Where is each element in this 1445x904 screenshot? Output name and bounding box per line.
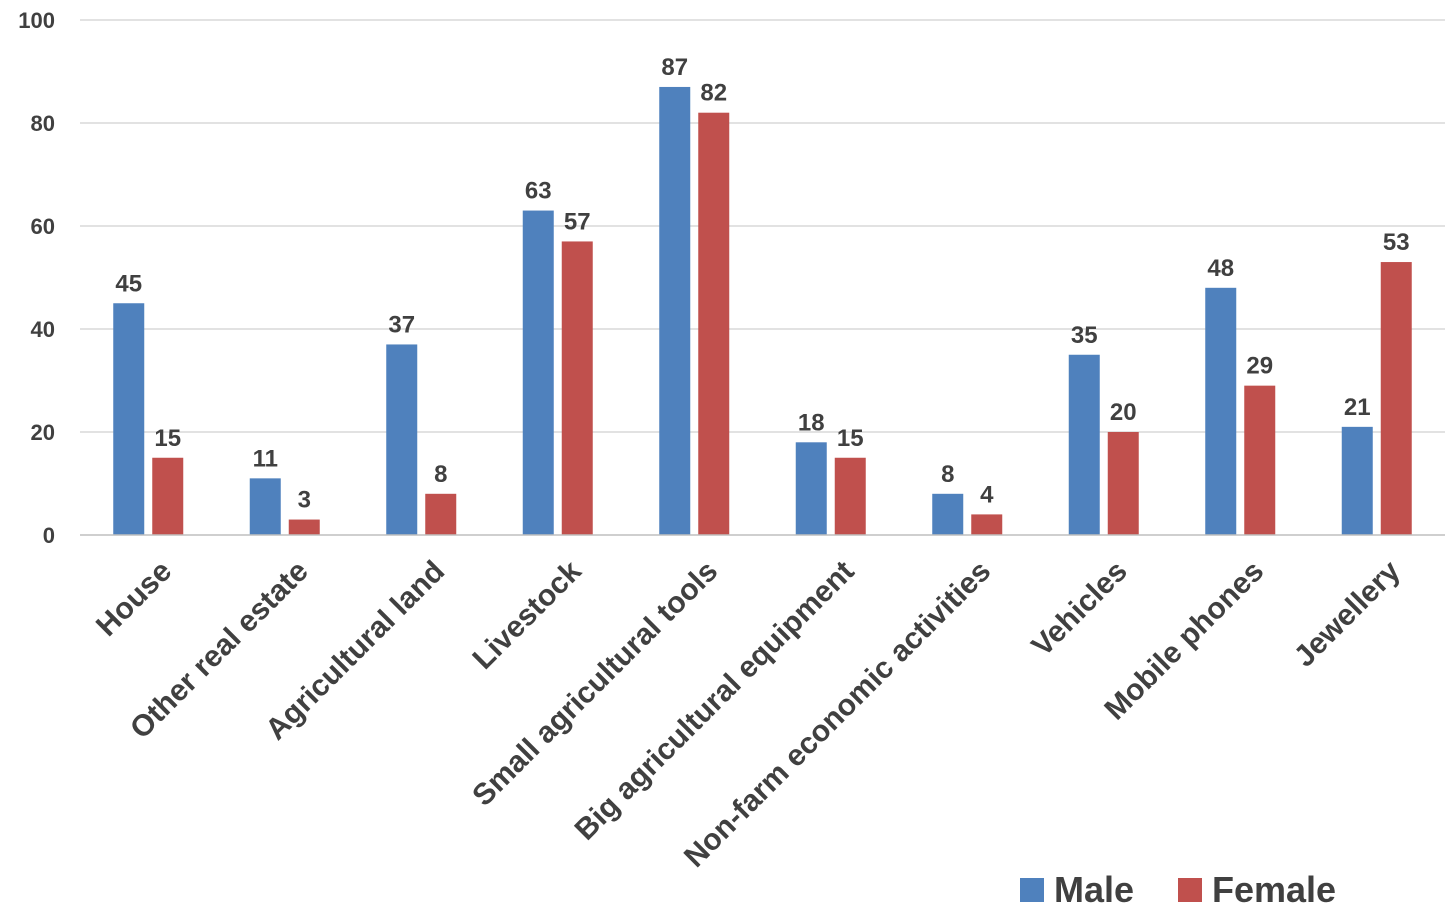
bar-male [1205,287,1237,535]
legend-swatch-female [1178,878,1202,902]
bar-female [1380,262,1412,535]
data-label-female: 53 [1383,229,1410,256]
bar-male [795,442,827,535]
bar-female [425,493,457,535]
x-category-label: Jewellery [1288,554,1407,673]
data-label-male: 37 [388,311,415,338]
bar-male [249,478,281,535]
legend-label-female: Female [1212,869,1336,904]
x-category-label: Small agricultural tools [466,555,724,813]
bar-female [1107,432,1139,535]
bar-male [932,493,964,535]
y-axis-tick-labels: 0 20 40 60 80 100 [18,8,55,548]
data-label-male: 8 [941,461,954,488]
y-tick-label: 60 [31,214,55,239]
bar-male [1341,426,1373,535]
legend-label-male: Male [1054,869,1134,904]
legend: Male Female [1020,869,1336,904]
x-category-label: House [90,555,178,643]
y-tick-label: 80 [31,111,55,136]
data-label-female: 15 [154,425,181,452]
bar-female [561,241,593,535]
data-label-female: 57 [564,208,591,235]
data-label-male: 18 [798,409,825,436]
bar-male [113,303,145,535]
x-category-label: Big agricultural equipment [569,555,861,847]
bar-male [386,344,418,535]
bar-male [659,86,691,535]
data-label-female: 15 [837,425,864,452]
data-label-female: 82 [700,80,727,107]
y-tick-label: 40 [31,317,55,342]
bar-female [1244,385,1276,535]
data-label-male: 11 [253,445,278,472]
x-category-label: Livestock [466,554,587,675]
bars [113,86,1412,536]
bar-female [698,112,730,535]
data-label-female: 3 [298,487,311,514]
x-category-label: Vehicles [1025,555,1133,663]
bar-male [522,210,554,536]
data-label-female: 29 [1246,353,1273,380]
data-label-male: 63 [525,178,552,205]
y-tick-label: 20 [31,420,55,445]
y-tick-label: 0 [43,523,55,548]
bar-female [971,514,1003,535]
x-category-label: Non-farm economic activities [678,555,997,874]
legend-swatch-male [1020,878,1044,902]
data-label-female: 8 [434,461,447,488]
data-label-female: 4 [980,481,994,508]
data-label-female: 20 [1110,399,1137,426]
bar-male [1068,354,1100,535]
data-label-male: 45 [115,270,142,297]
bar-female [834,457,866,535]
bar-female [288,519,320,535]
data-label-male: 35 [1071,322,1098,349]
data-label-male: 87 [661,54,688,81]
data-label-male: 48 [1207,255,1234,282]
y-tick-label: 100 [18,8,55,33]
data-label-male: 21 [1344,394,1371,421]
grid-lines [80,19,1445,433]
bar-female [152,457,184,535]
